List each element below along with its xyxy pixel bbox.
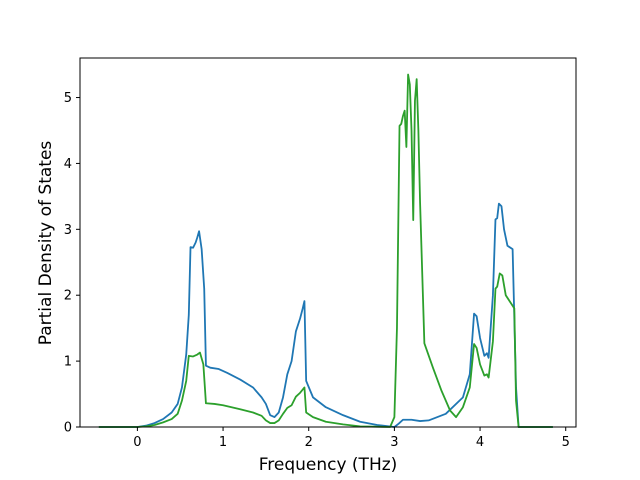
y-ticks: 0 1 2 3 4 5 bbox=[64, 91, 80, 436]
x-tick-label: 4 bbox=[476, 435, 484, 450]
x-tick-label: 0 bbox=[133, 435, 141, 450]
series-layer bbox=[98, 73, 553, 428]
y-tick-label: 0 bbox=[64, 421, 72, 436]
y-tick-label: 5 bbox=[64, 91, 72, 106]
x-tick-label: 5 bbox=[562, 435, 570, 450]
x-tick-label: 3 bbox=[390, 435, 398, 450]
x-tick-label: 2 bbox=[305, 435, 313, 450]
y-tick-label: 2 bbox=[64, 289, 72, 304]
series-line-1 bbox=[98, 202, 553, 428]
plot-frame bbox=[79, 57, 577, 428]
y-axis-label: Partial Density of States bbox=[36, 141, 56, 346]
x-axis-label: Frequency (THz) bbox=[259, 455, 398, 475]
y-tick-label: 3 bbox=[64, 223, 72, 238]
x-ticks: 0 1 2 3 4 5 bbox=[133, 427, 570, 450]
x-tick-label: 1 bbox=[219, 435, 227, 450]
series-line-2 bbox=[98, 73, 553, 428]
y-tick-label: 4 bbox=[64, 157, 72, 172]
y-tick-label: 1 bbox=[64, 355, 72, 370]
